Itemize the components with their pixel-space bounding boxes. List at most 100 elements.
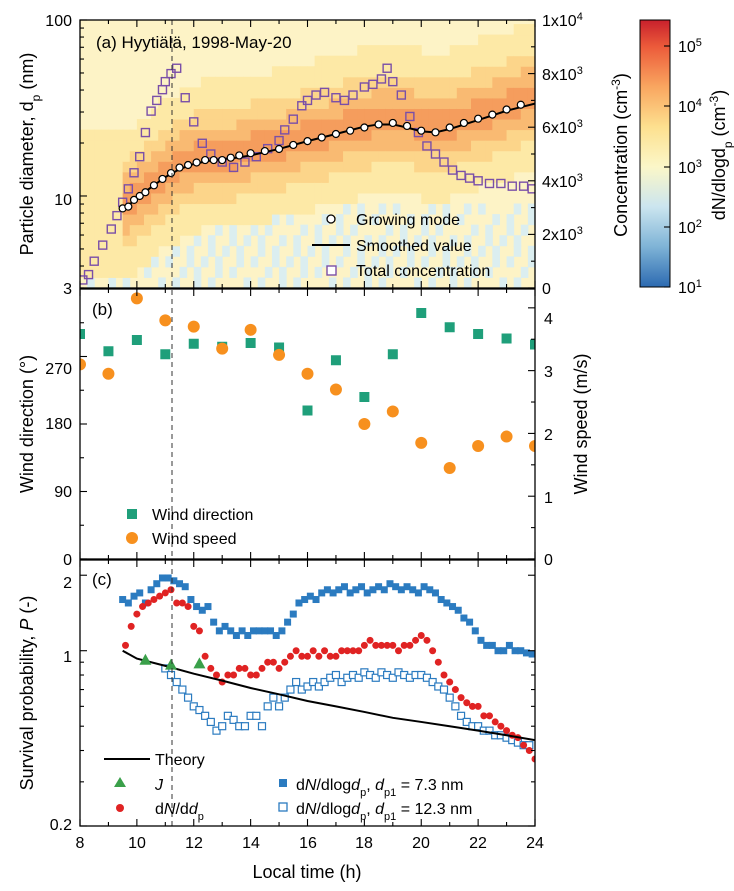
heatmap-cell: [357, 245, 365, 257]
heatmap-cell: [357, 129, 365, 141]
heatmap-cell: [222, 214, 230, 226]
heatmap-cell: [307, 171, 316, 183]
heatmap-cell: [449, 161, 458, 173]
heatmap-cell: [108, 129, 117, 141]
heatmap-cell: [364, 119, 372, 131]
heatmap-cell: [335, 140, 344, 152]
heatmap-cell: [101, 140, 109, 152]
heatmap-cell: [364, 235, 372, 247]
heatmap-cell: [229, 129, 237, 141]
heatmap-cell: [435, 161, 444, 173]
heatmap-cell: [165, 214, 173, 226]
dlog-12.3nm-point: [371, 673, 380, 682]
total-concentration-point: [302, 95, 313, 106]
heatmap-cell: [428, 192, 436, 205]
heatmap-cell: [229, 97, 237, 109]
heatmap-cell: [371, 108, 380, 120]
heatmap-cell: [350, 66, 358, 78]
heatmap-cell: [485, 161, 493, 173]
heatmap-cell: [357, 182, 365, 194]
heatmap-cell: [186, 97, 195, 109]
heatmap-cell: [129, 182, 138, 194]
dNddp-point: [190, 622, 198, 630]
heatmap-cell: [499, 55, 508, 67]
heatmap-cell: [527, 108, 535, 120]
dlog-7.3nm-point: [494, 647, 502, 655]
heatmap-cell: [449, 108, 458, 120]
heatmap-cell: [307, 119, 316, 131]
heatmap-cell: [129, 256, 138, 268]
dNddp-point: [395, 647, 402, 655]
dNddp-point: [298, 652, 306, 660]
heatmap-cell: [108, 161, 117, 173]
heatmap-cell: [222, 97, 230, 109]
heatmap-cell: [215, 76, 223, 88]
heatmap-cell: [357, 45, 365, 57]
heatmap-cell: [94, 140, 102, 152]
legend-b: Wind direction Wind speed: [126, 507, 253, 548]
heatmap-cell: [513, 66, 522, 78]
heatmap-cell: [222, 119, 230, 131]
dNddp-point: [360, 641, 368, 649]
dNddp-point: [457, 694, 465, 702]
heatmap-cell: [94, 245, 102, 257]
heatmap-cell: [506, 66, 515, 78]
heatmap-cell: [215, 192, 223, 205]
total-concentration-point: [288, 114, 298, 124]
heatmap-cell: [158, 129, 166, 141]
heatmap-cell: [279, 171, 287, 183]
heatmap-cell: [300, 161, 308, 173]
heatmap-cell: [463, 182, 472, 194]
dlog-7.3nm-point: [289, 610, 297, 618]
heatmap-cell: [421, 214, 429, 226]
heatmap-cell: [200, 161, 209, 173]
heatmap-cell: [463, 235, 472, 247]
heatmap-cell: [456, 182, 465, 194]
heatmap-cell: [307, 76, 316, 88]
heatmap-cell: [392, 45, 401, 57]
heatmap-cell: [442, 97, 451, 109]
heatmap-cell: [407, 87, 415, 99]
heatmap-cell: [250, 192, 259, 205]
heatmap-cell: [222, 203, 230, 215]
heatmap-cell: [264, 171, 273, 183]
heatmap-cell: [506, 150, 515, 162]
heatmap-cell: [101, 161, 109, 173]
heatmap-cell: [250, 76, 259, 88]
heatmap-cell: [279, 150, 287, 162]
heatmap-cell: [328, 119, 337, 131]
heatmap-cell: [80, 129, 88, 141]
heatmap-cell: [513, 277, 522, 288]
heatmap-cell: [143, 224, 152, 236]
heatmap-cell: [143, 140, 152, 152]
heatmap-cell: [335, 97, 344, 109]
heatmap-cell: [485, 129, 493, 141]
heatmap-cell: [243, 277, 252, 288]
heatmap-cell: [414, 87, 422, 99]
heatmap-cell: [314, 76, 323, 88]
heatmap-cell: [463, 45, 472, 57]
heatmap-cell: [328, 97, 337, 109]
dlog-7.3nm-point: [130, 592, 138, 600]
heatmap-cell: [520, 150, 529, 162]
heatmap-cell: [343, 182, 351, 194]
heatmap-cell: [94, 182, 102, 194]
heatmap-cell: [264, 150, 273, 162]
heatmap-cell: [172, 224, 181, 236]
heatmap-cell: [165, 150, 173, 162]
xtick-10: 10: [128, 835, 146, 852]
total-concentration-point: [89, 256, 99, 266]
heatmap-cell: [371, 150, 380, 162]
heatmap-cell: [115, 256, 124, 268]
heatmap-cell: [264, 87, 273, 99]
heatmap-cell: [222, 76, 230, 88]
heatmap-cell: [328, 277, 337, 288]
heatmap-cell: [499, 87, 508, 99]
heatmap-cell: [286, 87, 294, 99]
heatmap-cell: [158, 277, 166, 288]
heatmap-cell: [399, 266, 408, 278]
dlog-7.3nm-point: [466, 618, 474, 626]
heatmap-cell: [229, 214, 237, 226]
heatmap-cell: [421, 256, 429, 268]
dlog-12.3nm-point: [286, 685, 295, 694]
